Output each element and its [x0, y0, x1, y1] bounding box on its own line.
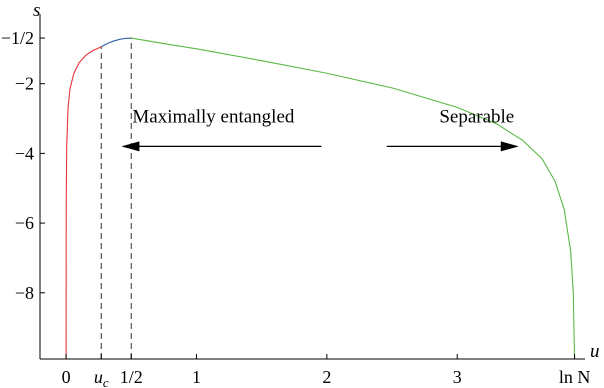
- y-tick-label: −2: [15, 74, 34, 94]
- series-line: [101, 37, 132, 48]
- series-line: [131, 37, 576, 360]
- y-tick-label: −6: [15, 213, 34, 233]
- x-tick-label: 1: [192, 367, 201, 387]
- x-ticks: 0 uc 1/2 1 2 3 ln N: [62, 354, 591, 388]
- annotation-text: Maximally entangled: [132, 106, 294, 127]
- dashed-reference-lines: [100, 38, 132, 359]
- annotation-text: Separable: [439, 106, 514, 127]
- y-ticks: −1/2 −2 −4 −6 −8: [1, 28, 45, 303]
- x-tick-label: 2: [322, 367, 331, 387]
- series-line: [65, 46, 102, 360]
- x-tick-label: 1/2: [120, 367, 143, 387]
- x-tick-label: uc: [94, 367, 109, 388]
- x-axis-label: u: [590, 341, 600, 362]
- x-tick-label: 3: [453, 367, 462, 387]
- y-axis-label: s: [33, 0, 40, 21]
- arrow-head: [121, 141, 140, 152]
- y-tick-label: −8: [15, 283, 34, 303]
- y-tick-label: −4: [15, 143, 34, 163]
- curves: [65, 37, 576, 360]
- annotations: Maximally entangled Separable: [121, 106, 519, 152]
- x-tick-label: 0: [62, 367, 71, 387]
- arrow-head: [500, 141, 519, 152]
- y-tick-label: −1/2: [1, 28, 34, 48]
- x-tick-label: ln N: [559, 367, 591, 387]
